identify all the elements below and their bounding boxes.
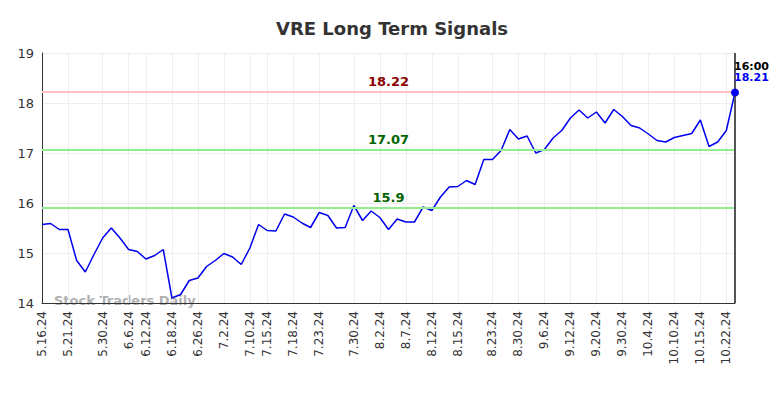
svg-text:18: 18 (17, 96, 34, 111)
svg-text:10.15.24: 10.15.24 (693, 311, 707, 364)
svg-text:5.16.24: 5.16.24 (35, 311, 49, 357)
svg-text:18.21: 18.21 (734, 71, 769, 84)
svg-text:17: 17 (17, 146, 34, 161)
svg-text:6.12.24: 6.12.24 (139, 311, 153, 357)
svg-text:8.7.24: 8.7.24 (399, 311, 413, 349)
svg-text:VRE Long Term Signals: VRE Long Term Signals (276, 18, 508, 39)
svg-text:15.9: 15.9 (372, 190, 404, 205)
svg-text:7.18.24: 7.18.24 (286, 311, 300, 357)
svg-text:7.2.24: 7.2.24 (217, 311, 231, 349)
svg-text:15: 15 (17, 246, 34, 261)
svg-text:16:00: 16:00 (734, 59, 769, 73)
svg-text:6.26.24: 6.26.24 (191, 311, 205, 357)
svg-text:10.10.24: 10.10.24 (667, 311, 681, 364)
svg-text:8.2.24: 8.2.24 (373, 311, 387, 349)
svg-text:7.15.24: 7.15.24 (260, 311, 274, 357)
svg-text:8.30.24: 8.30.24 (511, 311, 525, 357)
svg-text:9.12.24: 9.12.24 (563, 311, 577, 357)
svg-text:Stock Traders Daily: Stock Traders Daily (54, 293, 196, 308)
svg-text:8.23.24: 8.23.24 (485, 311, 499, 357)
svg-text:7.30.24: 7.30.24 (347, 311, 361, 357)
svg-text:9.30.24: 9.30.24 (615, 311, 629, 357)
svg-text:16: 16 (17, 196, 34, 211)
svg-text:7.23.24: 7.23.24 (312, 311, 326, 357)
svg-text:10.4.24: 10.4.24 (641, 311, 655, 357)
svg-text:5.30.24: 5.30.24 (96, 311, 110, 357)
svg-text:8.15.24: 8.15.24 (451, 311, 465, 357)
svg-text:8.12.24: 8.12.24 (425, 311, 439, 357)
svg-text:19: 19 (17, 46, 34, 61)
svg-text:17.07: 17.07 (368, 132, 409, 147)
svg-text:7.10.24: 7.10.24 (243, 311, 257, 357)
svg-text:5.21.24: 5.21.24 (61, 311, 75, 357)
svg-text:10.22.24: 10.22.24 (719, 311, 733, 364)
svg-text:6.6.24: 6.6.24 (122, 311, 136, 349)
svg-text:14: 14 (17, 296, 34, 311)
svg-text:9.6.24: 9.6.24 (537, 311, 551, 349)
svg-text:9.20.24: 9.20.24 (589, 311, 603, 357)
svg-text:18.22: 18.22 (368, 74, 409, 89)
svg-text:6.18.24: 6.18.24 (165, 311, 179, 357)
